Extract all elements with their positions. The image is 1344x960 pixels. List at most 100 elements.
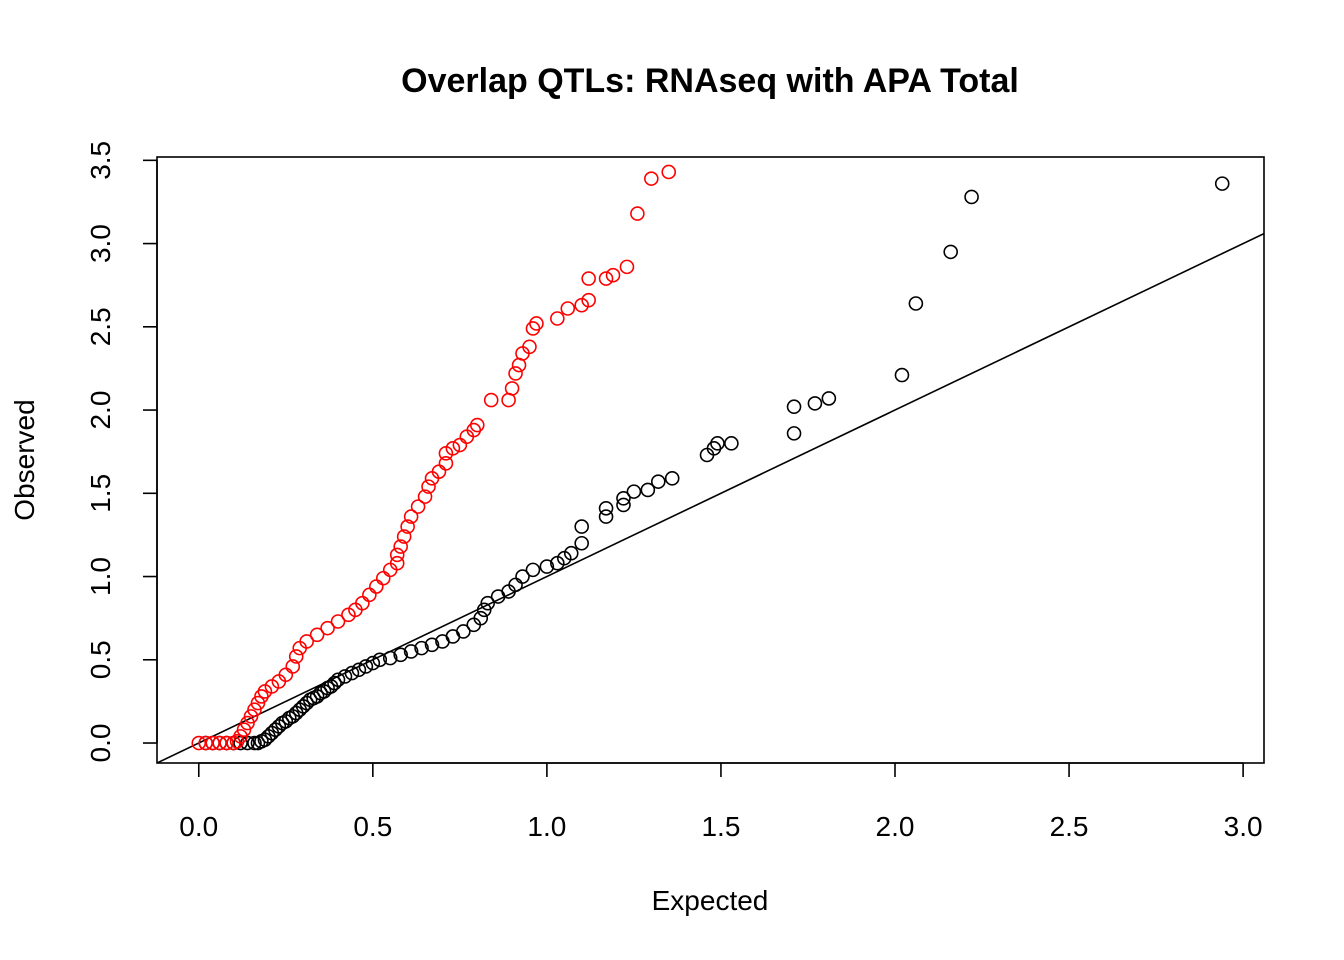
data-point xyxy=(396,529,412,544)
data-point xyxy=(724,436,739,451)
data-point xyxy=(191,735,207,751)
data-point xyxy=(320,620,335,636)
data-point xyxy=(821,391,837,406)
data-point xyxy=(476,602,492,618)
data-point xyxy=(581,292,596,308)
data-point xyxy=(560,301,576,316)
y-axis: 0.0 0.5 1.0 1.5 2.0 2.5 3.0 3.5 xyxy=(85,141,158,763)
data-point xyxy=(424,637,440,653)
data-point xyxy=(598,271,614,286)
data-point xyxy=(219,735,234,751)
data-point xyxy=(508,366,523,381)
data-point xyxy=(365,655,381,671)
chart-title: Overlap QTLs: RNAseq with APA Total xyxy=(401,62,1019,100)
data-point xyxy=(445,441,461,456)
y-tick-label: 1.0 xyxy=(85,557,116,596)
y-tick-label: 2.5 xyxy=(85,307,116,346)
data-point xyxy=(908,296,924,311)
data-point xyxy=(483,392,499,408)
data-point xyxy=(198,735,214,751)
data-point xyxy=(369,579,384,594)
data-point xyxy=(382,650,398,666)
data-point xyxy=(351,662,367,678)
y-tick-label: 3.5 xyxy=(85,141,116,180)
data-point xyxy=(574,535,589,551)
data-point xyxy=(233,729,248,744)
data-point xyxy=(964,189,979,205)
data-point xyxy=(240,715,255,731)
data-point xyxy=(786,426,802,441)
y-tick-label: 3.0 xyxy=(85,224,116,263)
data-point xyxy=(563,545,579,561)
data-point xyxy=(786,399,802,415)
data-point xyxy=(644,171,659,186)
data-point xyxy=(616,490,631,506)
x-tick-label: 2.5 xyxy=(1050,811,1089,842)
y-tick-label: 0.5 xyxy=(85,640,116,679)
data-point xyxy=(664,471,680,486)
x-tick-label: 1.0 xyxy=(527,811,566,842)
data-point xyxy=(529,316,544,331)
y-axis-label: Observed xyxy=(9,399,40,520)
data-point xyxy=(247,735,262,751)
plot-frame xyxy=(156,156,1265,764)
data-point xyxy=(894,367,910,383)
data-point xyxy=(581,271,596,286)
y-tick-label: 0.0 xyxy=(85,724,116,763)
data-point xyxy=(414,640,429,656)
x-axis: 0.0 0.5 1.0 1.5 2.0 2.5 3.0 xyxy=(179,762,1263,842)
data-point xyxy=(480,595,496,611)
data-point xyxy=(661,164,677,180)
series-0 xyxy=(198,176,1230,751)
data-point xyxy=(205,735,220,751)
data-point xyxy=(539,559,555,574)
x-tick-label: 2.0 xyxy=(876,811,915,842)
data-point xyxy=(525,562,541,578)
y-tick-label: 1.5 xyxy=(85,474,116,513)
data-point xyxy=(309,627,325,643)
x-axis-label: Expected xyxy=(652,885,769,916)
data-point xyxy=(299,634,314,649)
x-tick-label: 1.5 xyxy=(701,811,740,842)
data-points xyxy=(191,164,1230,751)
data-point xyxy=(650,474,666,489)
data-point xyxy=(438,456,454,471)
data-point xyxy=(327,675,342,691)
data-point xyxy=(626,484,642,499)
data-point xyxy=(807,396,823,411)
data-point xyxy=(375,570,391,586)
data-point xyxy=(410,499,426,514)
data-point xyxy=(330,614,346,629)
data-point xyxy=(421,479,436,494)
data-point xyxy=(212,735,227,751)
data-point xyxy=(400,519,415,534)
data-point xyxy=(247,702,262,718)
data-point xyxy=(504,381,520,396)
data-point xyxy=(619,259,635,275)
data-point xyxy=(616,497,631,513)
data-point xyxy=(515,569,530,584)
data-point xyxy=(417,489,433,504)
data-point xyxy=(372,652,388,668)
data-point xyxy=(330,672,346,688)
data-point xyxy=(598,509,614,524)
y-tick-label: 2.0 xyxy=(85,391,116,430)
data-point xyxy=(630,206,645,221)
x-tick-label: 3.0 xyxy=(1224,811,1263,842)
x-tick-label: 0.5 xyxy=(353,811,392,842)
data-point xyxy=(243,709,259,724)
data-point xyxy=(640,482,656,498)
data-point xyxy=(236,722,252,738)
data-point xyxy=(393,647,408,663)
data-point xyxy=(393,539,408,554)
data-point xyxy=(469,417,485,433)
data-point xyxy=(362,587,377,603)
data-point xyxy=(389,555,405,571)
data-point xyxy=(574,519,589,534)
data-point xyxy=(403,509,419,524)
data-point xyxy=(389,547,405,563)
series-1 xyxy=(191,164,677,751)
data-point xyxy=(250,695,266,711)
data-point xyxy=(522,339,537,355)
